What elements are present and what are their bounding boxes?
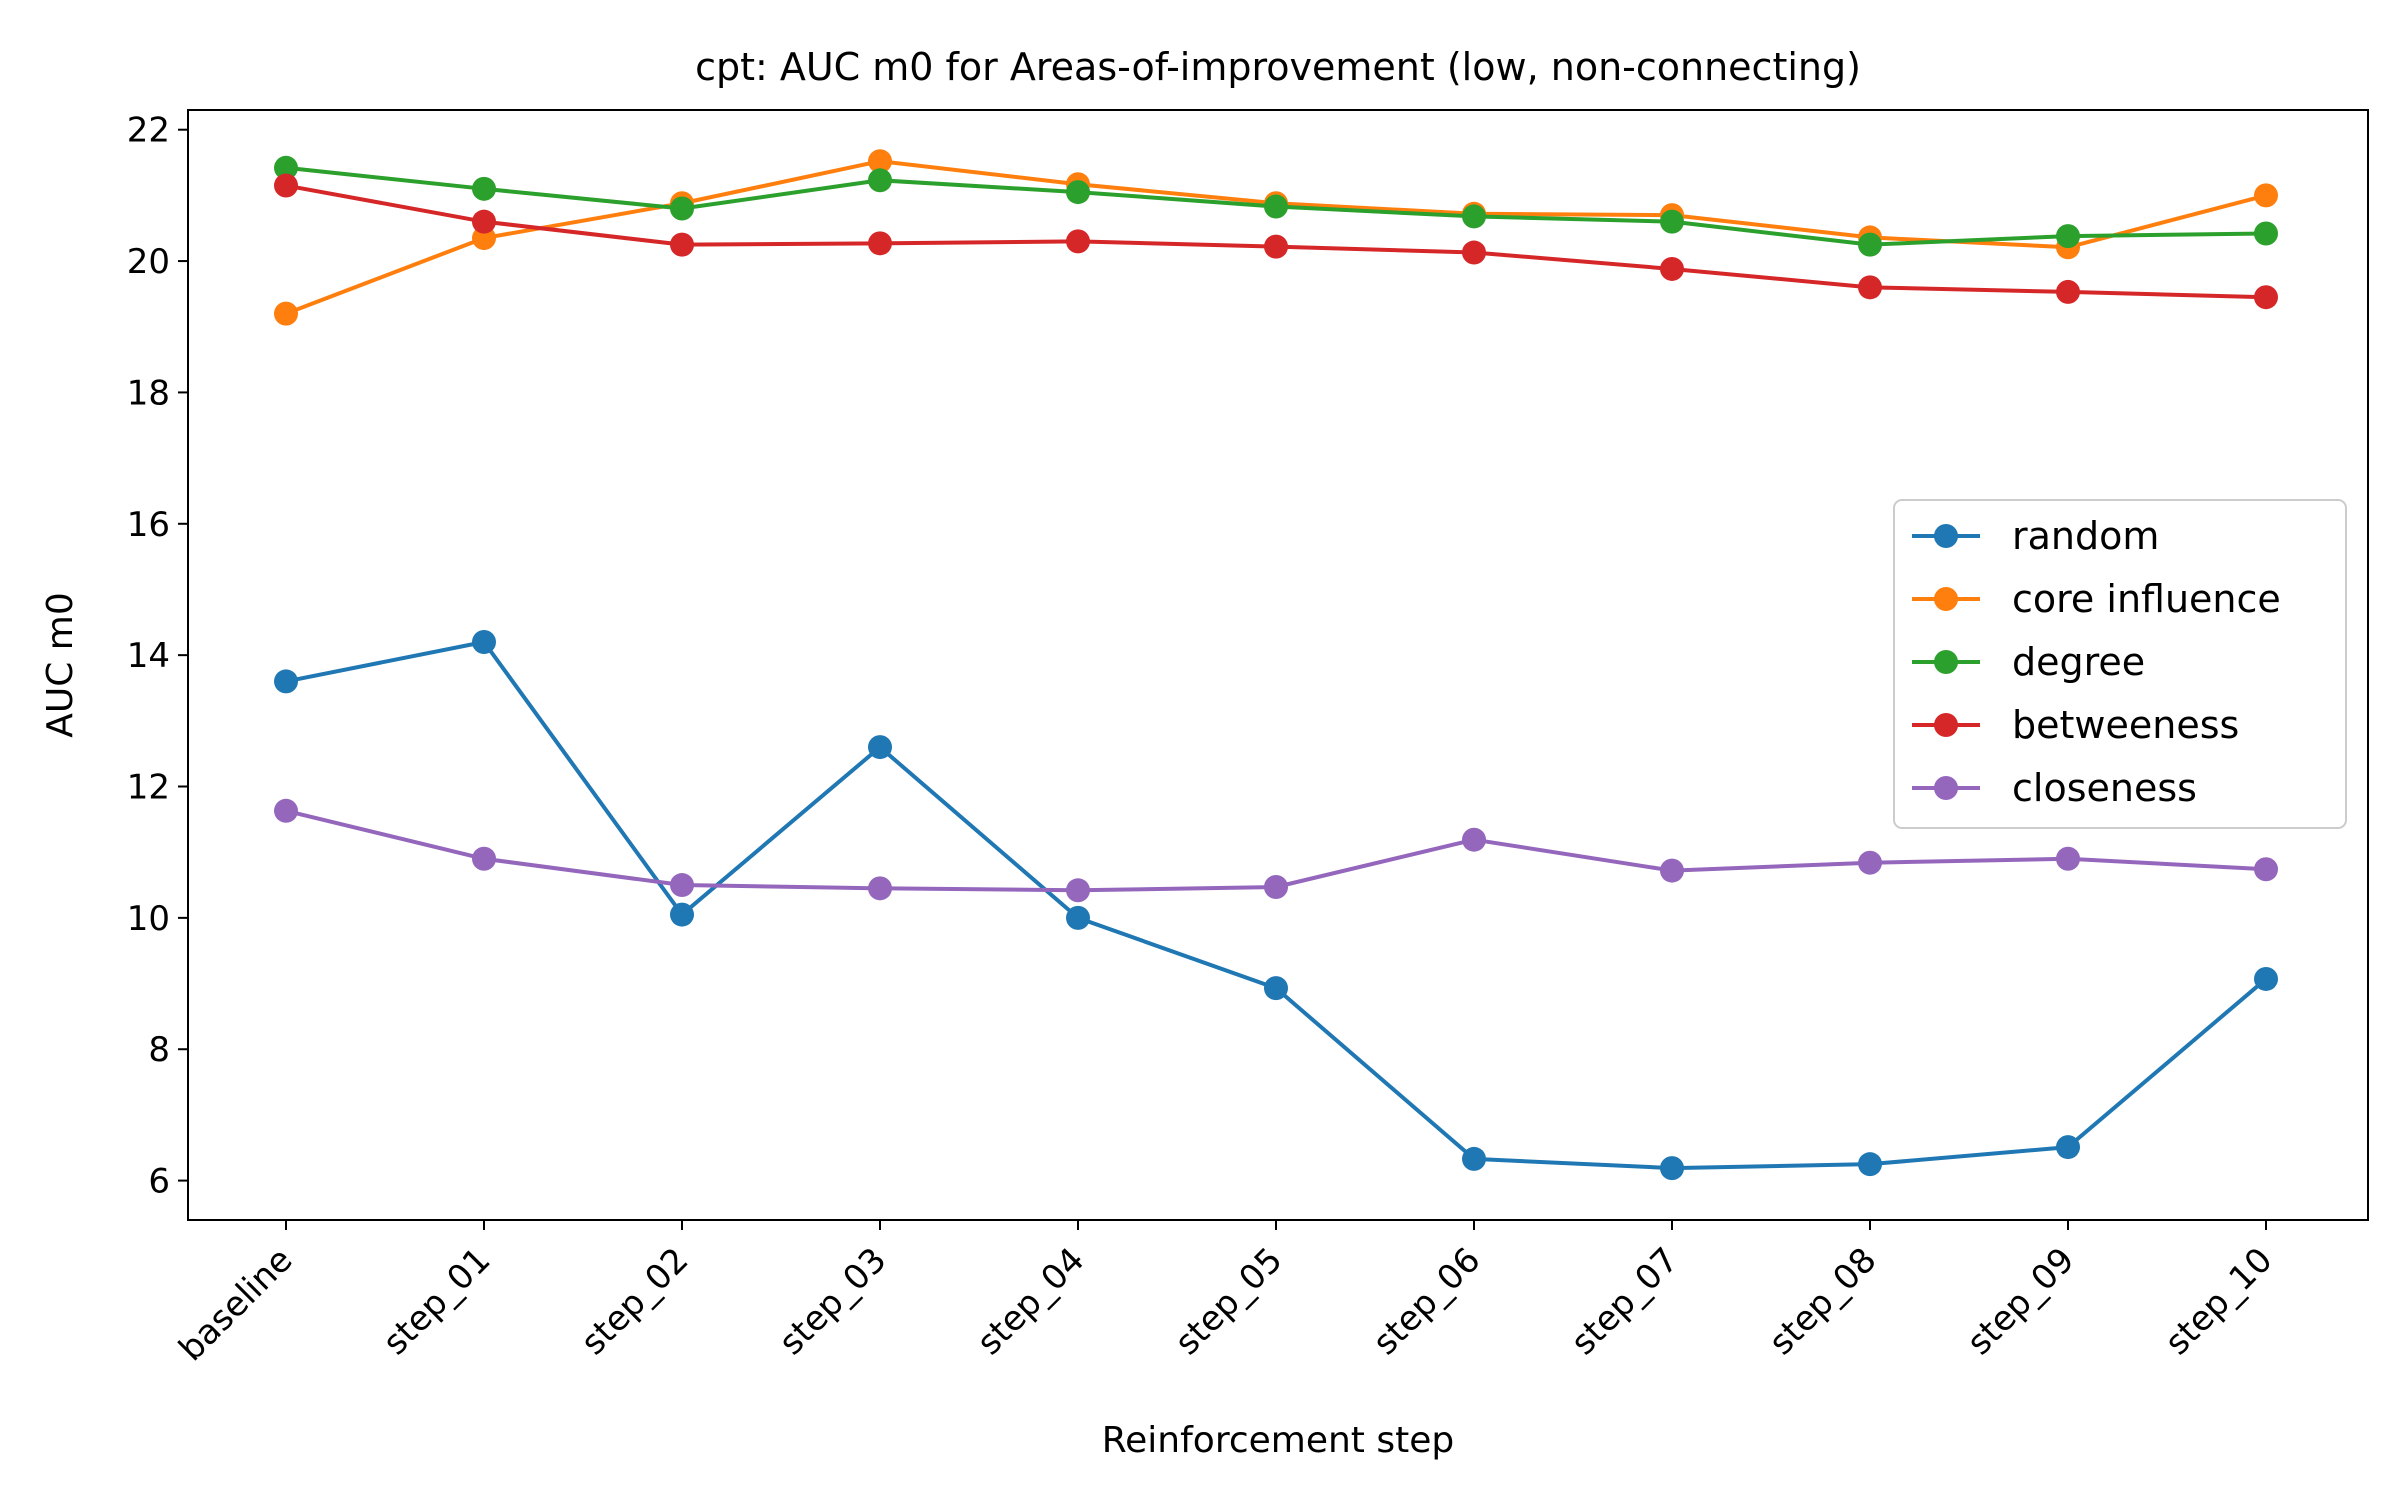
legend-label: closeness — [2012, 766, 2197, 810]
legend-label: random — [2012, 514, 2159, 558]
data-point — [1462, 240, 1486, 265]
data-point — [670, 873, 694, 898]
series-betweeness — [274, 173, 2278, 310]
legend-item: degree — [1912, 640, 2145, 684]
data-point — [2254, 285, 2278, 310]
data-point — [1264, 976, 1288, 1001]
data-point — [2254, 857, 2278, 882]
data-point — [2056, 1135, 2080, 1160]
legend-item: closeness — [1912, 766, 2197, 810]
data-point — [1462, 204, 1486, 229]
legend-marker — [1934, 650, 1958, 674]
data-point — [868, 735, 892, 760]
data-point — [472, 176, 496, 201]
data-point — [670, 232, 694, 257]
data-point — [2254, 221, 2278, 246]
data-point — [868, 168, 892, 193]
data-point — [670, 902, 694, 927]
data-point — [472, 846, 496, 871]
data-point — [2056, 224, 2080, 249]
legend-label: degree — [2012, 640, 2145, 684]
data-point — [2056, 846, 2080, 871]
data-point — [1264, 194, 1288, 219]
data-point — [868, 876, 892, 901]
data-point — [274, 155, 298, 180]
y-tick-label: 14 — [127, 636, 170, 676]
data-point — [1858, 232, 1882, 257]
data-point — [868, 149, 892, 174]
data-point — [1858, 275, 1882, 300]
y-tick-label: 22 — [127, 111, 170, 151]
data-point — [1066, 878, 1090, 903]
legend-marker — [1934, 713, 1958, 737]
legend-item: random — [1912, 514, 2159, 558]
y-tick-label: 6 — [148, 1162, 170, 1202]
chart-title: cpt: AUC m0 for Areas-of-improvement (lo… — [695, 45, 1861, 89]
y-tick-label: 16 — [127, 505, 170, 545]
data-point — [1264, 234, 1288, 259]
y-tick-label: 12 — [127, 768, 170, 808]
x-axis-label: Reinforcement step — [1102, 1420, 1454, 1461]
data-point — [1462, 1146, 1486, 1171]
data-point — [274, 301, 298, 326]
data-point — [868, 231, 892, 256]
y-tick-label: 8 — [148, 1030, 170, 1070]
data-point — [1660, 1156, 1684, 1181]
series-random — [274, 630, 2278, 1181]
data-point — [1660, 256, 1684, 281]
legend-marker — [1934, 776, 1958, 800]
data-point — [1660, 858, 1684, 883]
data-point — [274, 173, 298, 198]
legend-marker — [1934, 587, 1958, 611]
data-point — [1858, 1152, 1882, 1177]
data-point — [2254, 183, 2278, 208]
y-tick-label: 10 — [127, 899, 170, 939]
data-point — [1066, 229, 1090, 254]
data-point — [670, 196, 694, 221]
data-point — [1660, 209, 1684, 234]
data-point — [1462, 827, 1486, 852]
y-tick-label: 18 — [127, 373, 170, 413]
y-tick-label: 20 — [127, 242, 170, 282]
y-axis-label: AUC m0 — [40, 592, 81, 738]
data-point — [472, 209, 496, 234]
data-point — [1264, 875, 1288, 899]
data-point — [274, 669, 298, 694]
series-closeness — [274, 798, 2278, 903]
data-point — [472, 630, 496, 655]
legend-marker — [1934, 524, 1958, 548]
data-point — [2254, 966, 2278, 991]
plot-frame — [187, 109, 2369, 1221]
data-point — [1066, 905, 1090, 930]
legend-box — [1893, 499, 2347, 829]
legend-item: betweeness — [1912, 703, 2239, 747]
data-point — [2056, 279, 2080, 304]
data-point — [1858, 850, 1882, 875]
legend-label: betweeness — [2012, 703, 2239, 747]
series-degree — [274, 155, 2278, 257]
data-point — [274, 798, 298, 823]
legend-label: core influence — [2012, 577, 2281, 621]
data-point — [1066, 180, 1090, 205]
legend-item: core influence — [1912, 577, 2281, 621]
data-point — [472, 226, 496, 251]
